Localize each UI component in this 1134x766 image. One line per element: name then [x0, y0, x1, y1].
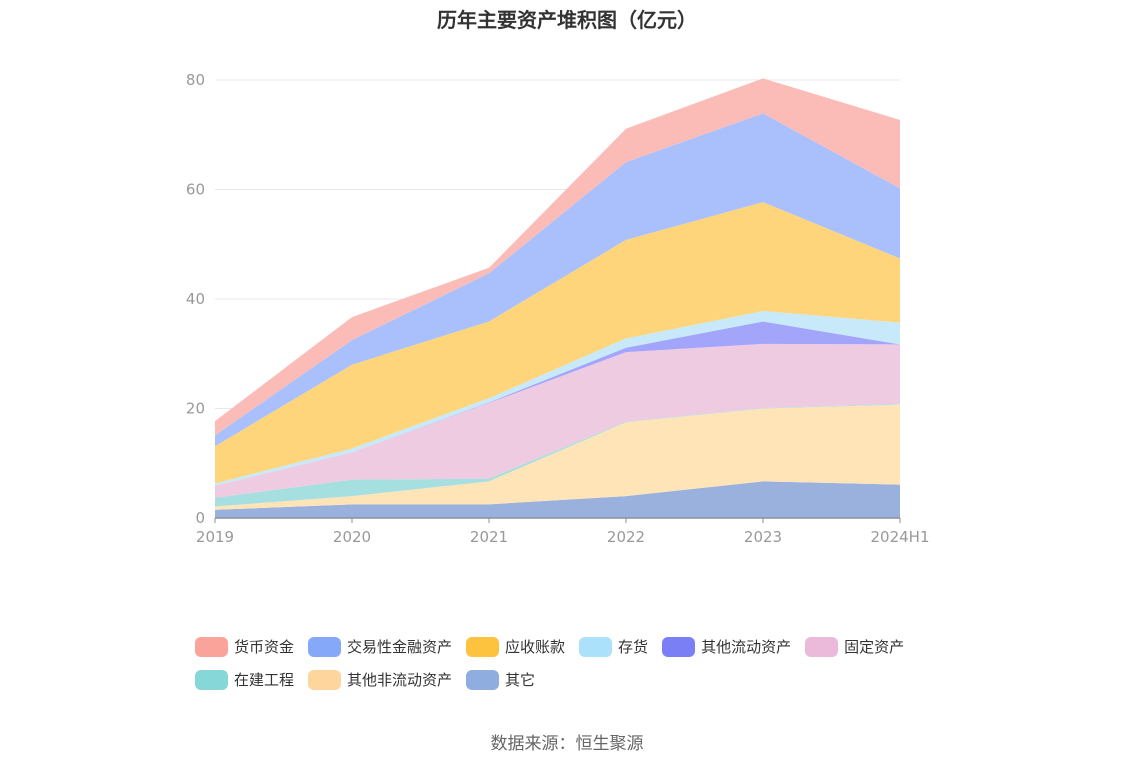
- legend-label: 其它: [505, 671, 536, 689]
- y-tick-label: 80: [186, 71, 205, 89]
- area-series-3: [215, 343, 900, 498]
- area-series-0: [215, 481, 900, 518]
- legend-swatch: [308, 669, 342, 690]
- legend-swatch: [466, 669, 500, 690]
- area-series-8: [215, 78, 900, 436]
- data-source: 数据来源：恒生聚源: [490, 734, 644, 754]
- area-series-4: [215, 321, 900, 486]
- y-tick-label: 0: [195, 509, 205, 527]
- legend-label: 固定资产: [844, 638, 905, 656]
- legend-item[interactable]: 固定资产: [805, 636, 904, 657]
- legend: 货币资金 交易性金融资产 应收账款 存货 其他流动资产 固定资产 在建工程 其他非流动资产 其…: [195, 630, 955, 696]
- legend-label: 其他流动资产: [701, 638, 792, 656]
- legend-item[interactable]: 在建工程: [195, 669, 294, 690]
- legend-item[interactable]: 应收账款: [466, 636, 565, 657]
- legend-item[interactable]: 交易性金融资产: [308, 636, 452, 657]
- legend-swatch: [466, 636, 500, 657]
- legend-label: 存货: [618, 638, 649, 656]
- legend-swatch: [662, 636, 696, 657]
- area-series-5: [215, 311, 900, 486]
- legend-swatch: [195, 669, 228, 690]
- area-series-1: [215, 404, 900, 510]
- y-tick-label: 20: [186, 400, 205, 418]
- legend-label: 在建工程: [234, 671, 295, 689]
- legend-row: 在建工程 其他非流动资产 其它: [195, 663, 955, 696]
- y-tick-label: 40: [186, 290, 205, 308]
- legend-item[interactable]: 存货: [579, 636, 648, 657]
- area-series: [215, 78, 900, 518]
- legend-row: 货币资金 交易性金融资产 应收账款 存货 其他流动资产 固定资产: [195, 630, 955, 663]
- legend-label: 应收账款: [505, 638, 566, 656]
- x-tick-label: 2022: [607, 528, 645, 546]
- legend-item[interactable]: 其他流动资产: [662, 636, 791, 657]
- legend-item[interactable]: 其他非流动资产: [308, 669, 452, 690]
- x-tick-label: 2019: [196, 528, 234, 546]
- legend-label: 交易性金融资产: [347, 638, 453, 656]
- area-series-7: [215, 113, 900, 447]
- axes: 0 20 40 60 80 2019 2020 2021 2022 2023 2024H1: [186, 71, 930, 546]
- legend-swatch: [195, 636, 228, 657]
- legend-swatch: [805, 636, 839, 657]
- area-series-6: [215, 202, 900, 484]
- legend-item[interactable]: 货币资金: [195, 636, 294, 657]
- stacked-area-chart: 0 20 40 60 80 2019 2020 2021 2022 2023 2024H1: [186, 71, 930, 546]
- legend-label: 货币资金: [234, 638, 295, 656]
- legend-swatch: [308, 636, 342, 657]
- chart-title: 历年主要资产堆积图（亿元）: [437, 8, 697, 32]
- x-tick-label: 2020: [333, 528, 371, 546]
- legend-item[interactable]: 其它: [466, 669, 535, 690]
- legend-label: 其他非流动资产: [347, 671, 453, 689]
- area-series-2: [215, 404, 900, 507]
- y-tick-label: 60: [186, 181, 205, 199]
- x-tick-label: 2021: [470, 528, 508, 546]
- x-tick-label: 2024H1: [871, 528, 930, 546]
- legend-swatch: [579, 636, 613, 657]
- x-tick-label: 2023: [744, 528, 782, 546]
